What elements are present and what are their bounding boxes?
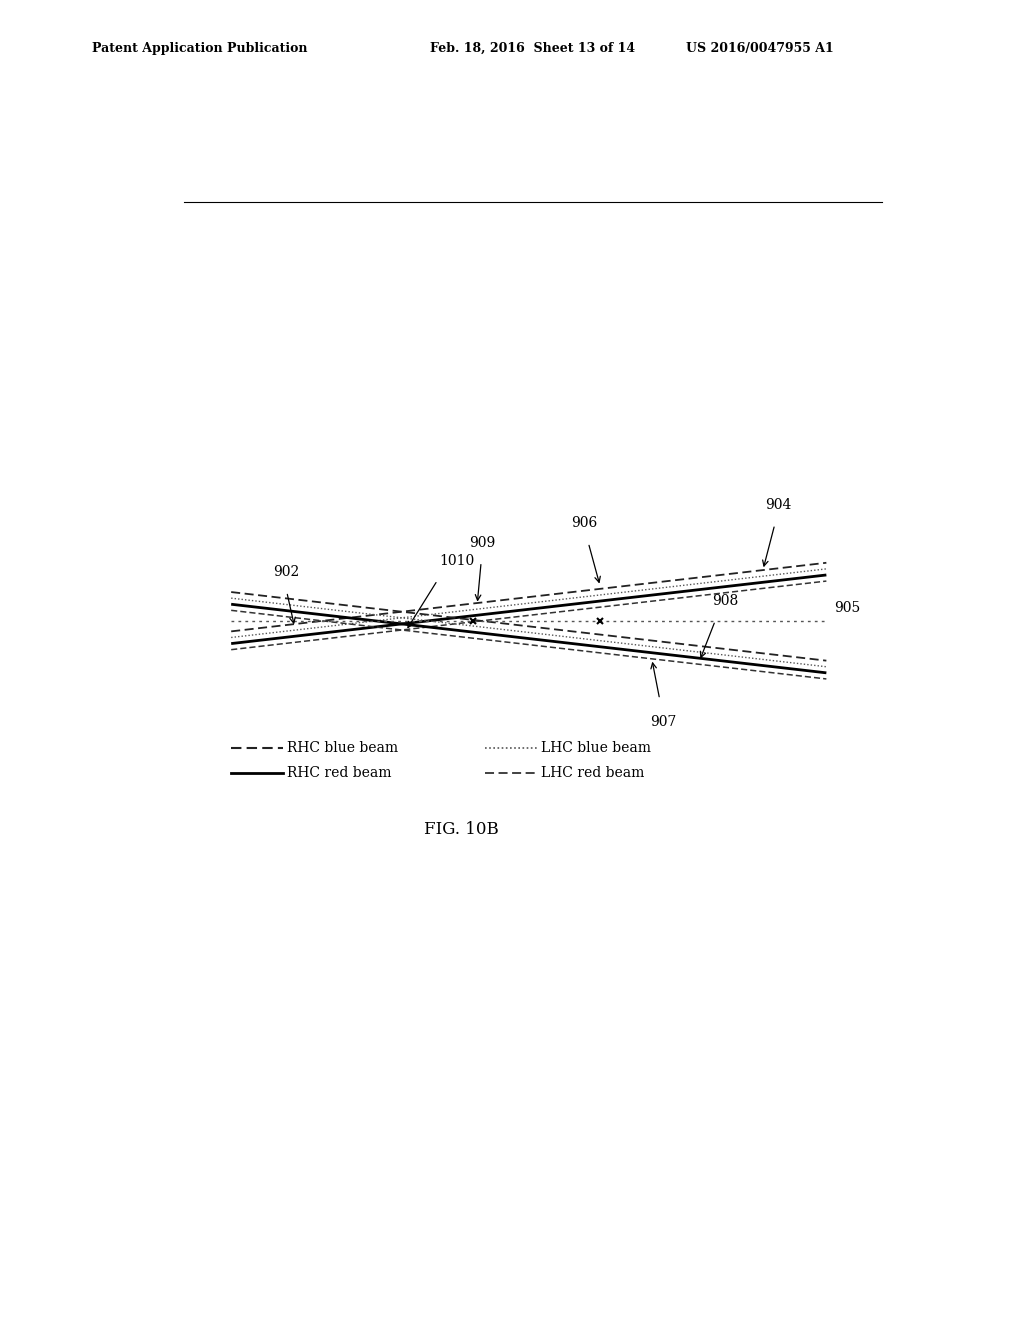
- Text: 902: 902: [273, 565, 300, 579]
- Text: US 2016/0047955 A1: US 2016/0047955 A1: [686, 42, 834, 55]
- Text: LHC red beam: LHC red beam: [541, 767, 644, 780]
- Text: Patent Application Publication: Patent Application Publication: [92, 42, 307, 55]
- Text: LHC blue beam: LHC blue beam: [541, 741, 650, 755]
- Text: 904: 904: [766, 498, 792, 512]
- Text: RHC blue beam: RHC blue beam: [287, 741, 398, 755]
- Text: 1010: 1010: [439, 554, 475, 568]
- Text: RHC red beam: RHC red beam: [287, 767, 391, 780]
- Text: 905: 905: [835, 601, 860, 615]
- Text: 906: 906: [571, 516, 597, 531]
- Text: 908: 908: [713, 594, 738, 609]
- Text: FIG. 10B: FIG. 10B: [424, 821, 499, 838]
- Text: 909: 909: [470, 536, 496, 549]
- Text: 907: 907: [650, 714, 677, 729]
- Text: Feb. 18, 2016  Sheet 13 of 14: Feb. 18, 2016 Sheet 13 of 14: [430, 42, 635, 55]
